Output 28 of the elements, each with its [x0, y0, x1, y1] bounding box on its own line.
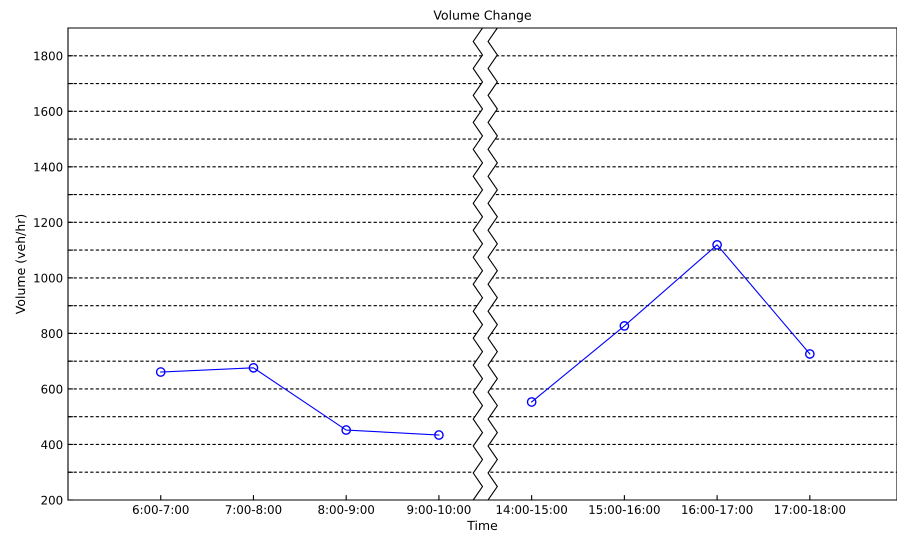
- x-tick-label: 7:00-8:00: [226, 505, 282, 514]
- y-tick-label: 1800: [34, 51, 62, 60]
- point: [248, 362, 258, 373]
- x-tick-label: 8:00-9:00: [318, 505, 374, 514]
- y-tick-label: 600: [41, 384, 62, 394]
- point: [620, 321, 630, 331]
- x-tick-label: 15:00-16:00: [590, 505, 660, 514]
- y-tick-label: 1600: [34, 107, 62, 116]
- y-tick-label: 400: [41, 440, 62, 450]
- point: [804, 349, 815, 359]
- chart-title: Volume Change: [433, 10, 531, 22]
- point: [712, 240, 722, 250]
- point: [526, 397, 537, 407]
- x-tick-label: 14:00-15:00: [496, 505, 568, 514]
- x-tick-label: 16:00-17:00: [682, 505, 752, 514]
- x-tick-label: 9:00-10:00: [407, 505, 471, 514]
- y-tick-label: 1000: [34, 274, 62, 283]
- y-tick-label: 1200: [34, 218, 62, 228]
- x-tick-label: 6:00-7:00: [132, 505, 189, 514]
- point: [156, 367, 166, 377]
- y-tick-label: 1400: [34, 162, 62, 172]
- point: [434, 430, 444, 440]
- x-tick-label: 17:00-18:00: [774, 505, 846, 514]
- y-tick-label: 200: [41, 496, 62, 505]
- y-axis-title: Volume (veh/hr): [15, 214, 27, 314]
- point: [341, 425, 352, 435]
- y-tick-label: 800: [41, 329, 62, 338]
- x-axis-title: Time: [467, 520, 498, 530]
